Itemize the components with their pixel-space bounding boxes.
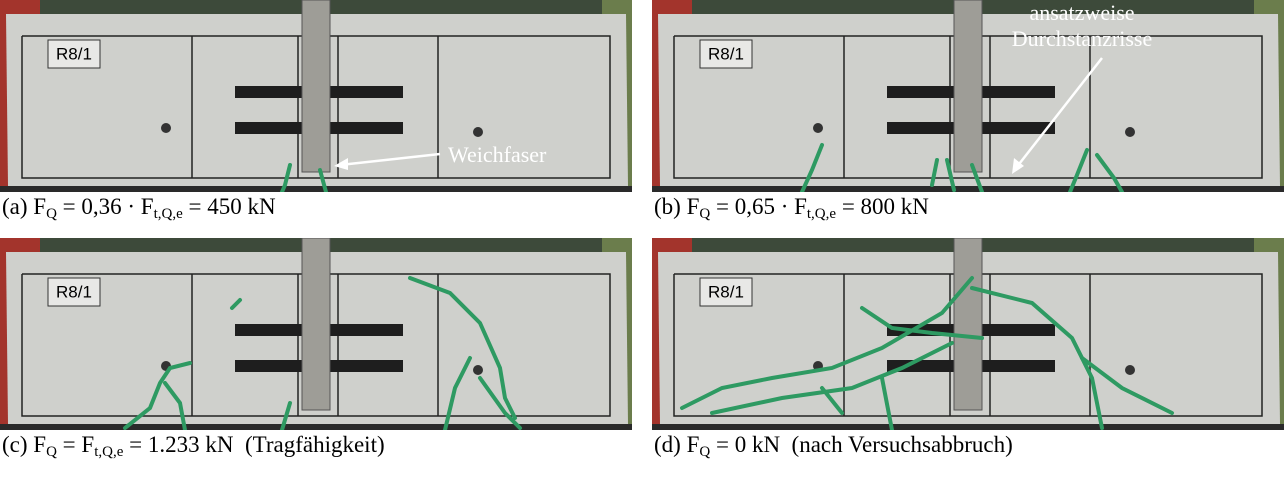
- crack: [820, 386, 844, 415]
- figure-panel: R8/1 Weichfaser (a) FQ = 0,36 · Ft,Q,e = 4…: [0, 0, 632, 222]
- crack: [1080, 356, 1174, 415]
- crack: [970, 286, 1104, 430]
- crack: [710, 341, 954, 415]
- crack: [478, 376, 522, 430]
- crack: [443, 356, 472, 430]
- caption-text: = 1.233 kN (Tragfähigkeit): [123, 432, 385, 457]
- annotation-arrow: [1015, 57, 1103, 169]
- specimen-label-box: [699, 277, 753, 307]
- annotation: Weichfaser: [448, 142, 547, 167]
- annotation: Durchstanzrisse: [1012, 26, 1153, 51]
- caption-text: = 0,65 · F: [710, 194, 807, 219]
- grid-outline: [673, 273, 1263, 417]
- anchor-hole: [161, 123, 171, 133]
- grid-outline: [673, 35, 1263, 179]
- caption: (c) FQ = Ft,Q,e = 1.233 kN (Tragfähigkei…: [2, 432, 632, 460]
- figure-panel: R8/1 ansatzweise Durchstanzrisse (b) FQ = 0…: [652, 0, 1284, 222]
- anchor-hole: [473, 365, 483, 375]
- specimen-label: R8/1: [56, 282, 92, 301]
- specimen-label-box: [47, 39, 101, 69]
- crack: [930, 158, 939, 187]
- caption: (b) FQ = 0,65 · Ft,Q,e = 800 kN: [654, 194, 1284, 222]
- grid-outline: [21, 273, 611, 417]
- caption-text: = F: [56, 432, 95, 457]
- caption-text: = 0 kN (nach Versuchsabbruch): [710, 432, 1013, 457]
- caption-text: (b) F: [654, 194, 700, 219]
- crack: [860, 306, 984, 340]
- caption-subscript: Q: [46, 206, 57, 222]
- annotation: ansatzweise: [1029, 0, 1134, 25]
- grid-outline: [21, 35, 611, 179]
- caption-text: (c) F: [2, 432, 47, 457]
- crack: [123, 361, 192, 430]
- photo: R8/1 Weichfaser: [0, 0, 632, 192]
- caption-subscript: t,Q,e: [94, 444, 124, 460]
- anchor-hole: [1125, 127, 1135, 137]
- photo: R8/1: [0, 238, 632, 430]
- load-column: [301, 238, 331, 411]
- crack: [318, 168, 328, 192]
- specimen-label-box: [47, 277, 101, 307]
- specimen-label-box: [699, 39, 753, 69]
- arrow-head: [334, 158, 348, 170]
- crack: [800, 143, 824, 192]
- load-column: [301, 0, 331, 173]
- load-column: [953, 238, 983, 411]
- crack: [945, 158, 956, 192]
- crack: [280, 401, 292, 430]
- crack: [163, 381, 187, 430]
- photo: R8/1: [652, 238, 1284, 430]
- specimen-label: R8/1: [708, 44, 744, 63]
- caption-text: = 800 kN: [836, 194, 929, 219]
- crack: [1068, 148, 1089, 192]
- caption-text: = 0,36 · F: [56, 194, 154, 219]
- caption-text: (d) F: [654, 432, 700, 457]
- crack: [408, 276, 517, 420]
- anchor-hole: [1125, 365, 1135, 375]
- caption-subscript: t,Q,e: [806, 206, 837, 222]
- support-bottom: [652, 186, 1284, 192]
- specimen-label: R8/1: [708, 282, 744, 301]
- anchor-hole: [813, 123, 823, 133]
- support-bottom: [0, 186, 632, 192]
- caption-subscript: t,Q,e: [153, 206, 183, 222]
- support-bottom: [0, 424, 632, 430]
- caption-text: = 450 kN: [182, 194, 276, 219]
- anchor-hole: [473, 127, 483, 137]
- specimen-label: R8/1: [56, 44, 92, 63]
- caption-subscript: Q: [699, 444, 711, 460]
- crack: [1095, 153, 1124, 192]
- caption-text: (a) F: [2, 194, 47, 219]
- load-column: [953, 0, 983, 173]
- support-bottom: [652, 424, 1284, 430]
- arrow-head: [1012, 158, 1024, 174]
- caption-subscript: Q: [46, 444, 57, 460]
- annotation-arrow: [339, 152, 441, 167]
- crack: [230, 298, 242, 310]
- crack: [970, 163, 984, 192]
- figure-panel: R8/1 (c) FQ = Ft,Q,e = 1.233 kN (Tragfähi…: [0, 238, 632, 460]
- caption: (a) FQ = 0,36 · Ft,Q,e = 450 kN: [2, 194, 632, 222]
- caption: (d) FQ = 0 kN (nach Versuchsabbruch): [654, 432, 1284, 460]
- crack: [280, 163, 292, 192]
- caption-subscript: Q: [699, 206, 711, 222]
- crack: [880, 376, 894, 430]
- crack: [680, 276, 974, 410]
- figure-panel: R8/1 (d) FQ = 0 kN (nach Versuchsabbruch): [652, 238, 1284, 460]
